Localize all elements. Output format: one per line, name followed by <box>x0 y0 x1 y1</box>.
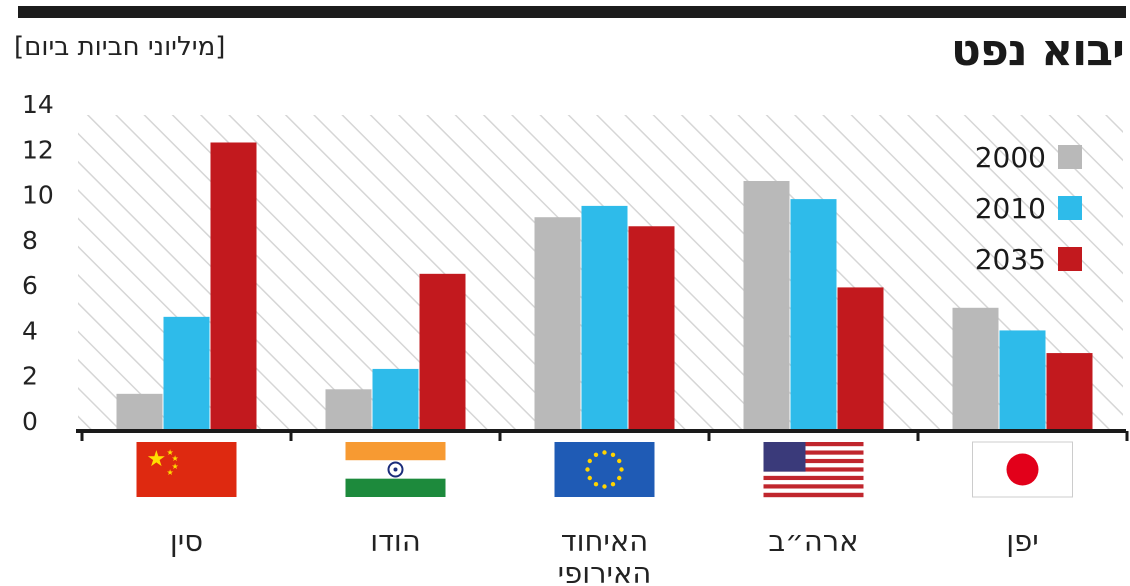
legend-label: 2035 <box>975 243 1046 276</box>
bar-2035 <box>1046 353 1093 431</box>
category-label: האיחוד <box>561 524 649 558</box>
bar-2000 <box>325 389 372 431</box>
legend-swatch-2000 <box>1058 145 1082 169</box>
unit-label: [מיליוני חביות ביום] <box>14 32 226 62</box>
svg-text:★: ★ <box>167 448 174 457</box>
svg-text:★: ★ <box>172 454 179 463</box>
bar-2010 <box>581 205 628 431</box>
india-flag-icon <box>345 442 446 497</box>
y-tick-label: 6 <box>22 271 38 300</box>
chart-title: יבוא נפט <box>950 25 1125 76</box>
category-label: ארה״ב <box>768 524 858 558</box>
bar-2010 <box>790 199 837 431</box>
category-label: הודו <box>370 524 421 558</box>
category-label: יפן <box>1006 524 1039 558</box>
bar-2035 <box>210 142 257 431</box>
legend-swatch-2010 <box>1058 196 1082 220</box>
japan-flag-icon <box>972 441 1073 498</box>
category-label: סין <box>170 524 203 558</box>
bar-2035 <box>419 273 466 431</box>
bar-2000 <box>952 307 999 431</box>
category-label: האירופי <box>558 556 652 586</box>
legend-swatch-2035 <box>1058 247 1082 271</box>
bar-2000 <box>743 180 790 431</box>
bar-2035 <box>837 287 884 431</box>
bar-2000 <box>534 217 581 431</box>
china-flag-icon: ★ ★★★★ <box>136 442 237 497</box>
svg-text:★: ★ <box>147 447 167 472</box>
y-tick-label: 8 <box>22 226 38 255</box>
svg-text:★: ★ <box>172 462 179 471</box>
y-tick-label: 4 <box>22 316 38 345</box>
y-tick-label: 12 <box>22 135 54 164</box>
bar-2035 <box>628 226 675 431</box>
bar-2000 <box>116 393 163 431</box>
y-tick-label: 2 <box>22 362 38 391</box>
eu-flag-icon <box>554 442 655 497</box>
legend-label: 2010 <box>975 192 1046 225</box>
bar-2010 <box>372 368 419 431</box>
legend-label: 2000 <box>975 141 1046 174</box>
usa-flag-icon <box>763 442 864 498</box>
svg-text:★: ★ <box>167 468 174 477</box>
header-rule <box>18 6 1126 18</box>
bar-2010 <box>999 330 1046 431</box>
y-tick-label: 14 <box>22 90 54 119</box>
bar-2010 <box>163 316 210 431</box>
y-tick-label: 0 <box>22 407 38 436</box>
y-tick-label: 10 <box>22 181 54 210</box>
